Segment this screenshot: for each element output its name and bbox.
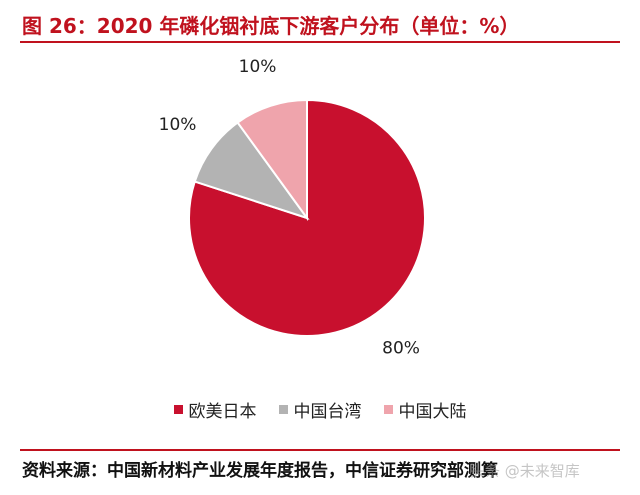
- footer-divider: [20, 449, 620, 451]
- watermark: 头条 @未来智库: [470, 462, 580, 480]
- chart-legend: 欧美日本 中国台湾 中国大陆: [0, 397, 640, 422]
- legend-item-1: 欧美日本: [173, 397, 257, 422]
- slice-value-label-3: 10%: [239, 57, 277, 77]
- legend-swatch: [278, 405, 288, 414]
- legend-label: 中国台湾: [293, 402, 362, 422]
- pie-slice-3: [236, 98, 308, 222]
- slice-value-label-2: 10%: [159, 115, 197, 135]
- legend-label: 中国大陆: [398, 402, 467, 422]
- title-divider: [20, 41, 620, 43]
- legend-item-3: 中国大陆: [383, 397, 467, 422]
- legend-item-2: 中国台湾: [278, 397, 362, 422]
- pie-chart: 80% 10% 10%: [159, 57, 426, 358]
- legend-label: 欧美日本: [188, 402, 257, 422]
- pie-slice-1: [188, 98, 426, 337]
- figure-title: 图 26：2020 年磷化铟衬底下游客户分布（单位：%）: [22, 14, 520, 38]
- legend-swatch: [383, 405, 393, 414]
- slice-value-label-1: 80%: [382, 338, 420, 358]
- pie-slice-2: [193, 121, 310, 220]
- source-note: 资料来源：中国新材料产业发展年度报告，中信证券研究部测算: [22, 461, 498, 481]
- legend-swatch: [173, 405, 183, 414]
